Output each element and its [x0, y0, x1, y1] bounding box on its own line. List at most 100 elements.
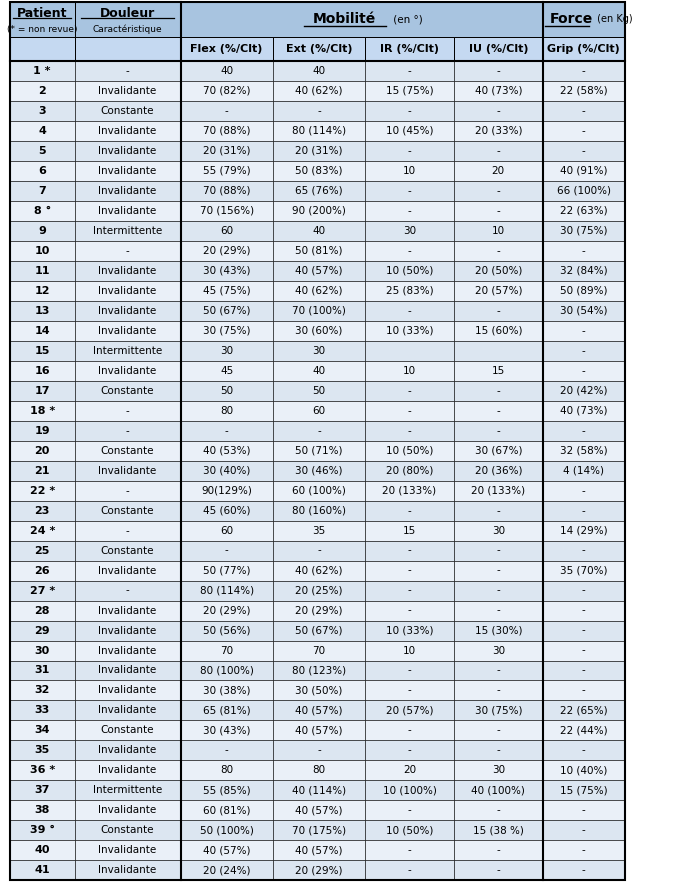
Bar: [181, 621, 273, 640]
Text: -: -: [496, 805, 500, 815]
Bar: [454, 221, 543, 241]
Bar: [75, 521, 181, 540]
Bar: [75, 781, 181, 800]
Text: 20 (31%): 20 (31%): [203, 146, 250, 156]
Bar: [454, 101, 543, 121]
Bar: [181, 2, 543, 37]
Bar: [273, 37, 365, 61]
Text: -: -: [496, 106, 500, 116]
Text: Intermittente: Intermittente: [93, 346, 162, 356]
Text: -: -: [407, 146, 412, 156]
Bar: [454, 681, 543, 700]
Text: -: -: [317, 106, 321, 116]
Text: -: -: [582, 625, 586, 636]
Bar: [543, 361, 624, 381]
Bar: [365, 760, 454, 781]
Bar: [273, 860, 365, 880]
Bar: [181, 501, 273, 521]
Text: 7: 7: [38, 185, 46, 196]
Text: 70 (88%): 70 (88%): [203, 126, 250, 136]
Bar: [365, 81, 454, 101]
Bar: [181, 841, 273, 860]
Text: 34: 34: [35, 726, 50, 736]
Text: -: -: [407, 745, 412, 756]
Text: 20 (33%): 20 (33%): [475, 126, 522, 136]
Bar: [10, 81, 75, 101]
Bar: [10, 141, 75, 161]
Bar: [273, 800, 365, 820]
Text: 24 *: 24 *: [30, 525, 55, 536]
Text: Invalidante: Invalidante: [98, 666, 157, 675]
Bar: [10, 37, 75, 61]
Bar: [273, 540, 365, 561]
Bar: [273, 361, 365, 381]
Text: 20 (42%): 20 (42%): [560, 386, 608, 396]
Text: Force: Force: [550, 12, 593, 26]
Text: -: -: [125, 585, 130, 595]
Bar: [75, 200, 181, 221]
Text: Douleur: Douleur: [100, 6, 155, 19]
Bar: [75, 2, 181, 37]
Bar: [273, 221, 365, 241]
Bar: [75, 101, 181, 121]
Text: 90 (200%): 90 (200%): [292, 206, 346, 215]
Text: -: -: [582, 865, 586, 875]
Bar: [273, 640, 365, 660]
Bar: [181, 361, 273, 381]
Text: 20 (29%): 20 (29%): [203, 245, 250, 256]
Text: 22 (58%): 22 (58%): [560, 86, 608, 96]
Bar: [10, 401, 75, 420]
Bar: [75, 480, 181, 501]
Bar: [543, 281, 624, 301]
Text: 70 (88%): 70 (88%): [203, 185, 250, 196]
Text: -: -: [582, 426, 586, 435]
Text: 40 (57%): 40 (57%): [295, 726, 342, 736]
Text: 10 (45%): 10 (45%): [386, 126, 433, 136]
Text: -: -: [582, 106, 586, 116]
Bar: [543, 820, 624, 841]
Text: 10: 10: [492, 226, 505, 236]
Text: Constante: Constante: [101, 826, 155, 835]
Text: -: -: [582, 805, 586, 815]
Text: 30: 30: [492, 645, 505, 655]
Bar: [543, 521, 624, 540]
Text: 14: 14: [35, 326, 50, 336]
Text: -: -: [407, 206, 412, 215]
Text: 21: 21: [35, 465, 50, 476]
Text: -: -: [582, 546, 586, 555]
Text: 25: 25: [35, 546, 50, 555]
Text: 23: 23: [35, 506, 50, 516]
Text: 10 (40%): 10 (40%): [560, 766, 607, 775]
Bar: [454, 540, 543, 561]
Text: 41: 41: [35, 865, 50, 875]
Bar: [273, 81, 365, 101]
Bar: [181, 381, 273, 401]
Bar: [454, 820, 543, 841]
Bar: [10, 700, 75, 721]
Bar: [181, 540, 273, 561]
Bar: [365, 241, 454, 260]
Bar: [75, 621, 181, 640]
Bar: [543, 37, 624, 61]
Bar: [454, 420, 543, 441]
Bar: [543, 161, 624, 181]
Bar: [75, 741, 181, 760]
Text: 90(129%): 90(129%): [201, 486, 252, 495]
Text: -: -: [407, 306, 412, 316]
Bar: [273, 441, 365, 461]
Text: -: -: [225, 106, 229, 116]
Text: (* = non revue): (* = non revue): [7, 25, 78, 34]
Bar: [273, 301, 365, 321]
Bar: [454, 480, 543, 501]
Text: Invalidante: Invalidante: [98, 845, 157, 856]
Bar: [181, 441, 273, 461]
Text: 30: 30: [492, 525, 505, 536]
Text: -: -: [582, 366, 586, 375]
Bar: [10, 441, 75, 461]
Text: IR (%/Clt): IR (%/Clt): [380, 44, 439, 54]
Bar: [75, 721, 181, 741]
Bar: [543, 741, 624, 760]
Text: 60: 60: [220, 226, 234, 236]
Text: 16: 16: [35, 366, 50, 375]
Bar: [181, 721, 273, 741]
